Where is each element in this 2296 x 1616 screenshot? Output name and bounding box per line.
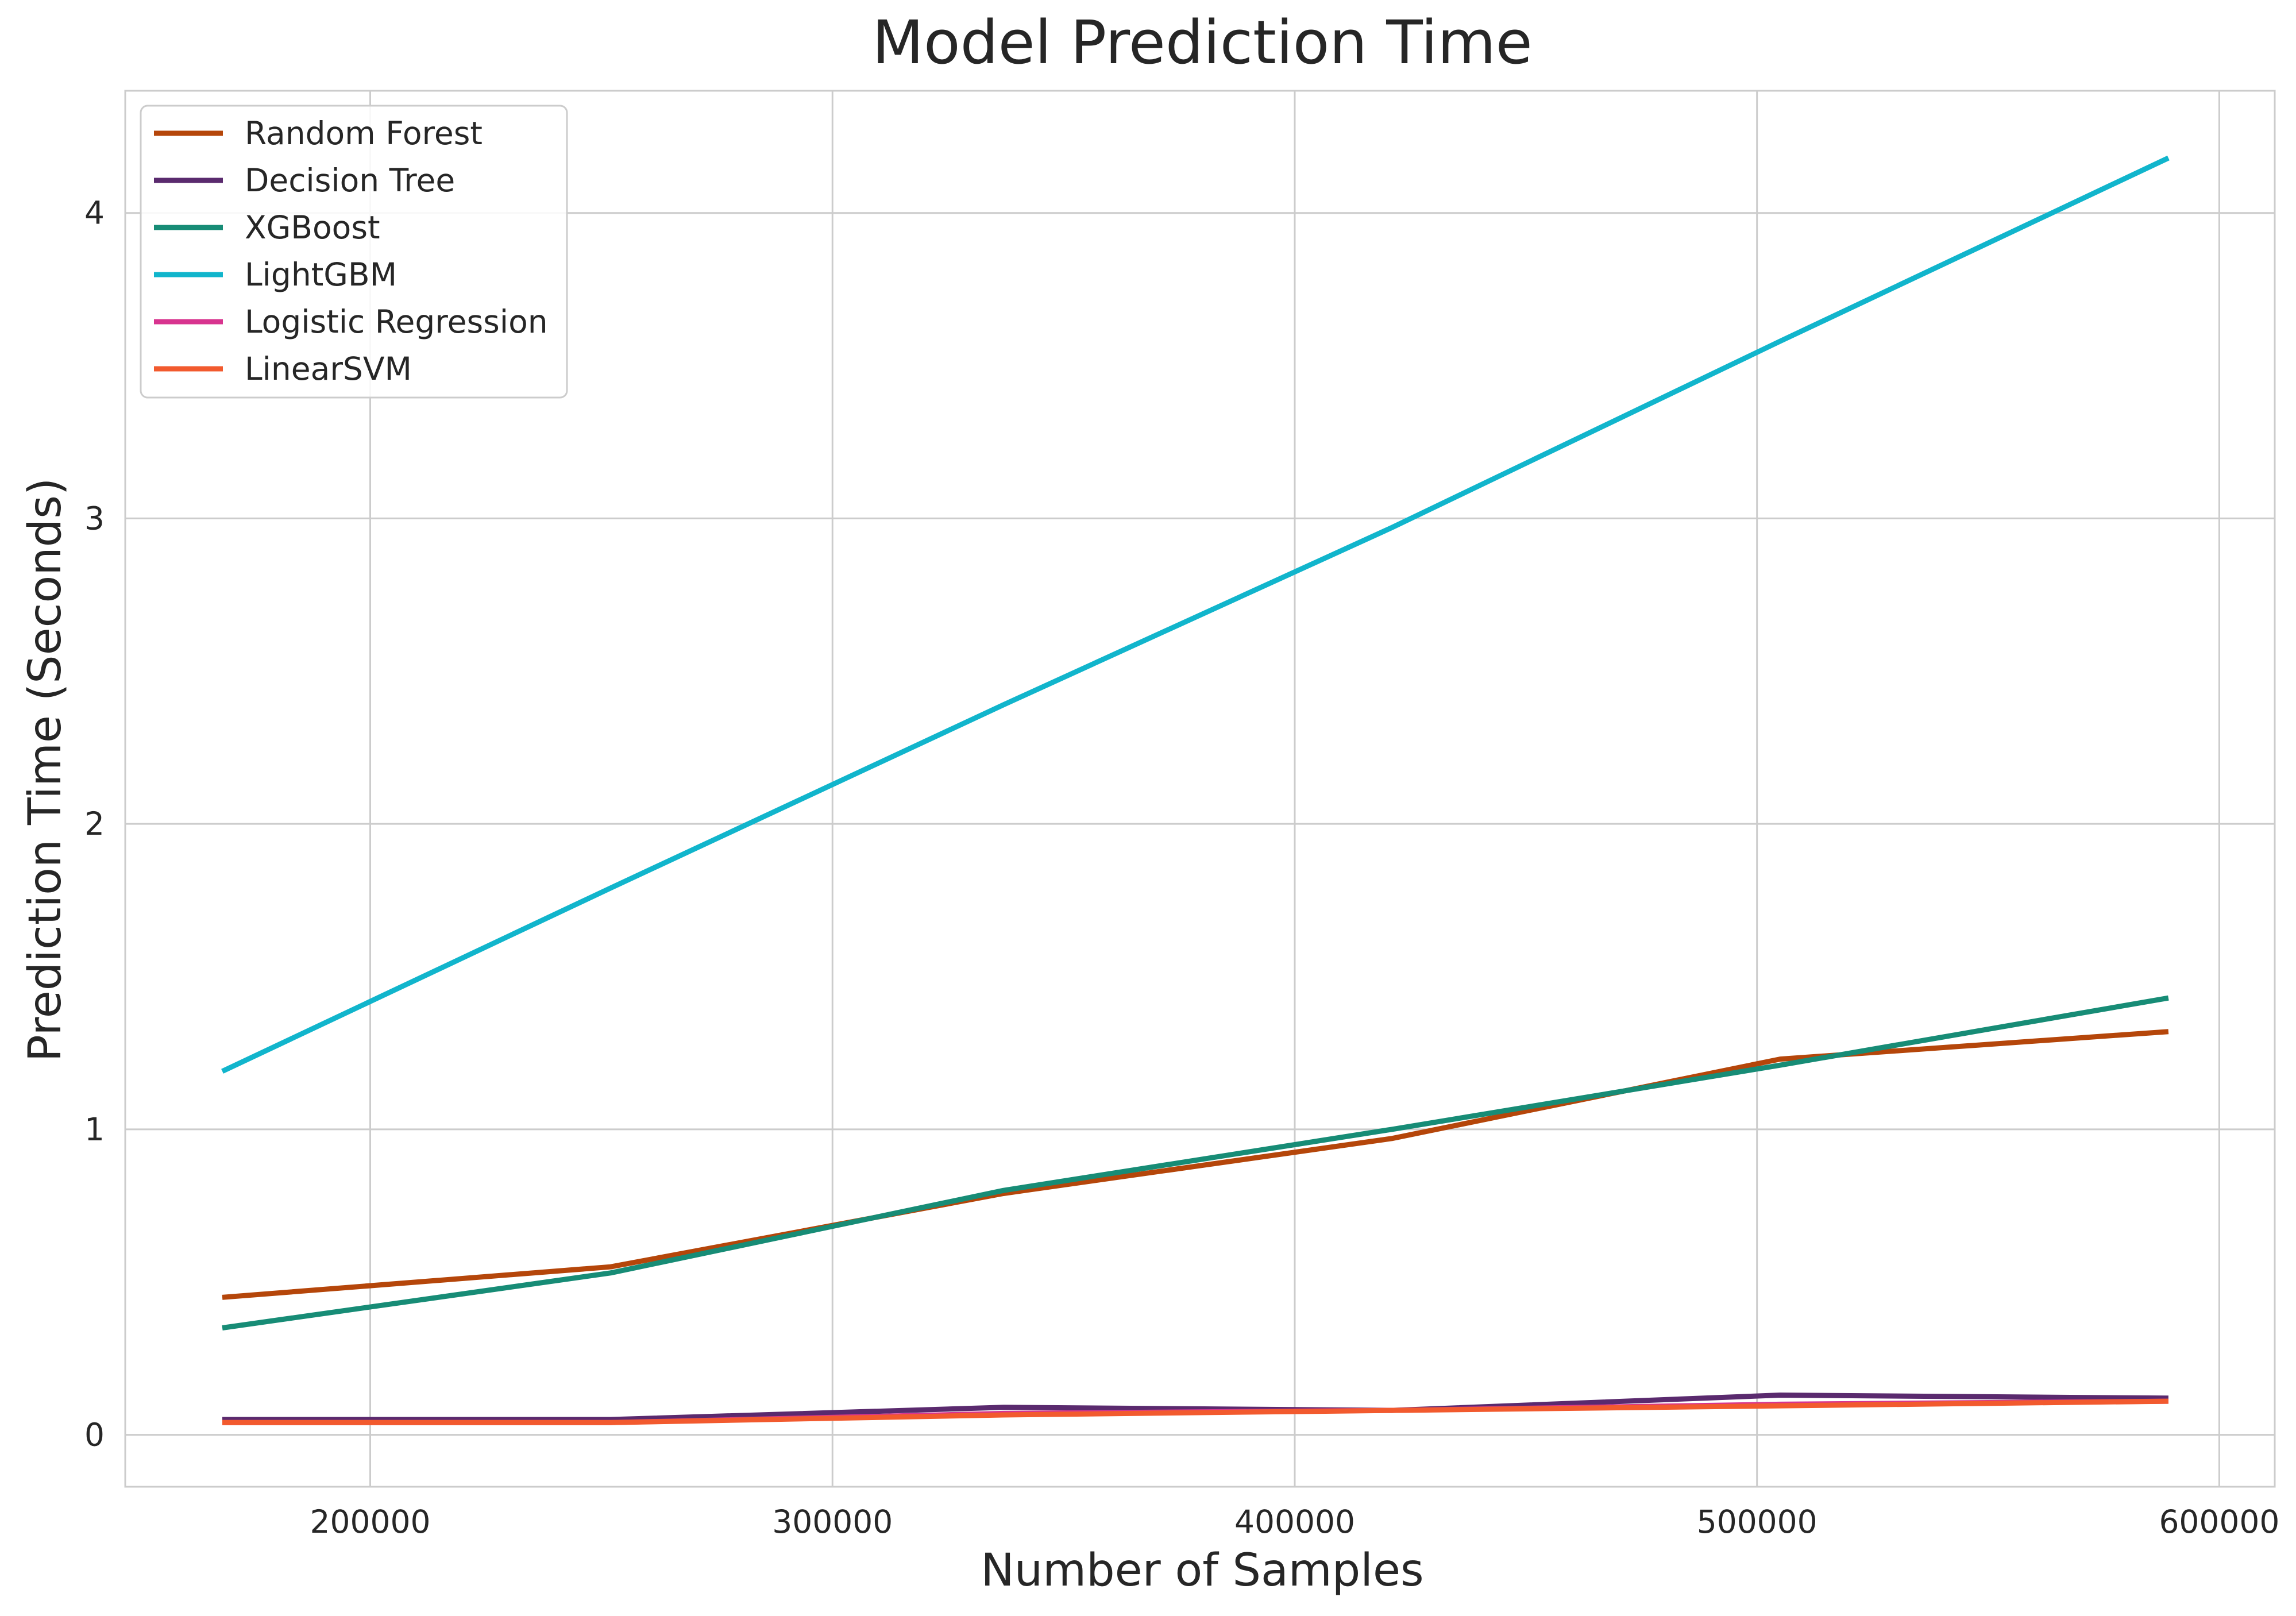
- x-tick-label: 400000: [1234, 1503, 1355, 1540]
- legend-item-xgboost: XGBoost: [154, 209, 380, 246]
- legend: Random Forest Decision Tree XGBoost LightGB…: [140, 105, 568, 399]
- legend-label: LightGBM: [245, 256, 397, 293]
- legend-label: XGBoost: [245, 209, 380, 246]
- legend-label: Logistic Regression: [245, 303, 548, 340]
- legend-item-decision-tree: Decision Tree: [154, 162, 455, 199]
- y-axis-label: Prediction Time (Seconds): [20, 478, 71, 1062]
- legend-item-random-forest: Random Forest: [154, 115, 483, 152]
- legend-item-linearsvm: LinearSVM: [154, 350, 412, 387]
- y-tick-label: 0: [84, 1417, 105, 1453]
- x-tick-label: 500000: [1697, 1503, 1817, 1540]
- legend-label: Decision Tree: [245, 162, 455, 199]
- y-tick-label: 2: [84, 805, 105, 842]
- x-axis-label: Number of Samples: [981, 1545, 1423, 1596]
- legend-box: [140, 105, 568, 399]
- legend-item-logistic-regression: Logistic Regression: [154, 303, 548, 340]
- legend-label: LinearSVM: [245, 350, 412, 387]
- series-line-linearsvm: [222, 1398, 2168, 1425]
- x-tick-label: 300000: [772, 1503, 893, 1540]
- legend-items: Random Forest Decision Tree XGBoost LightGB…: [154, 115, 548, 387]
- x-tick-label: 600000: [2159, 1503, 2279, 1540]
- plot-frame: [124, 90, 2276, 1488]
- y-tick-label: 1: [84, 1111, 105, 1148]
- legend-item-lightgbm: LightGBM: [154, 256, 397, 293]
- y-tick-labels: 0 1 2 3 4: [84, 195, 105, 1453]
- y-tick-label: 3: [84, 500, 105, 537]
- series-line-xgboost: [222, 995, 2169, 1330]
- x-tick-label: 200000: [310, 1503, 431, 1540]
- legend-label: Random Forest: [245, 115, 483, 152]
- y-tick-label: 4: [84, 195, 105, 232]
- series-line-decision-tree: [222, 1393, 2168, 1422]
- x-tick-labels: 200000 300000 400000 500000 600000: [310, 1503, 2280, 1540]
- grid-lines: [125, 91, 2275, 1487]
- chart-title: Model Prediction Time: [872, 7, 1533, 78]
- series-lines: [221, 155, 2170, 1425]
- series-line-lightgbm: [221, 155, 2170, 1074]
